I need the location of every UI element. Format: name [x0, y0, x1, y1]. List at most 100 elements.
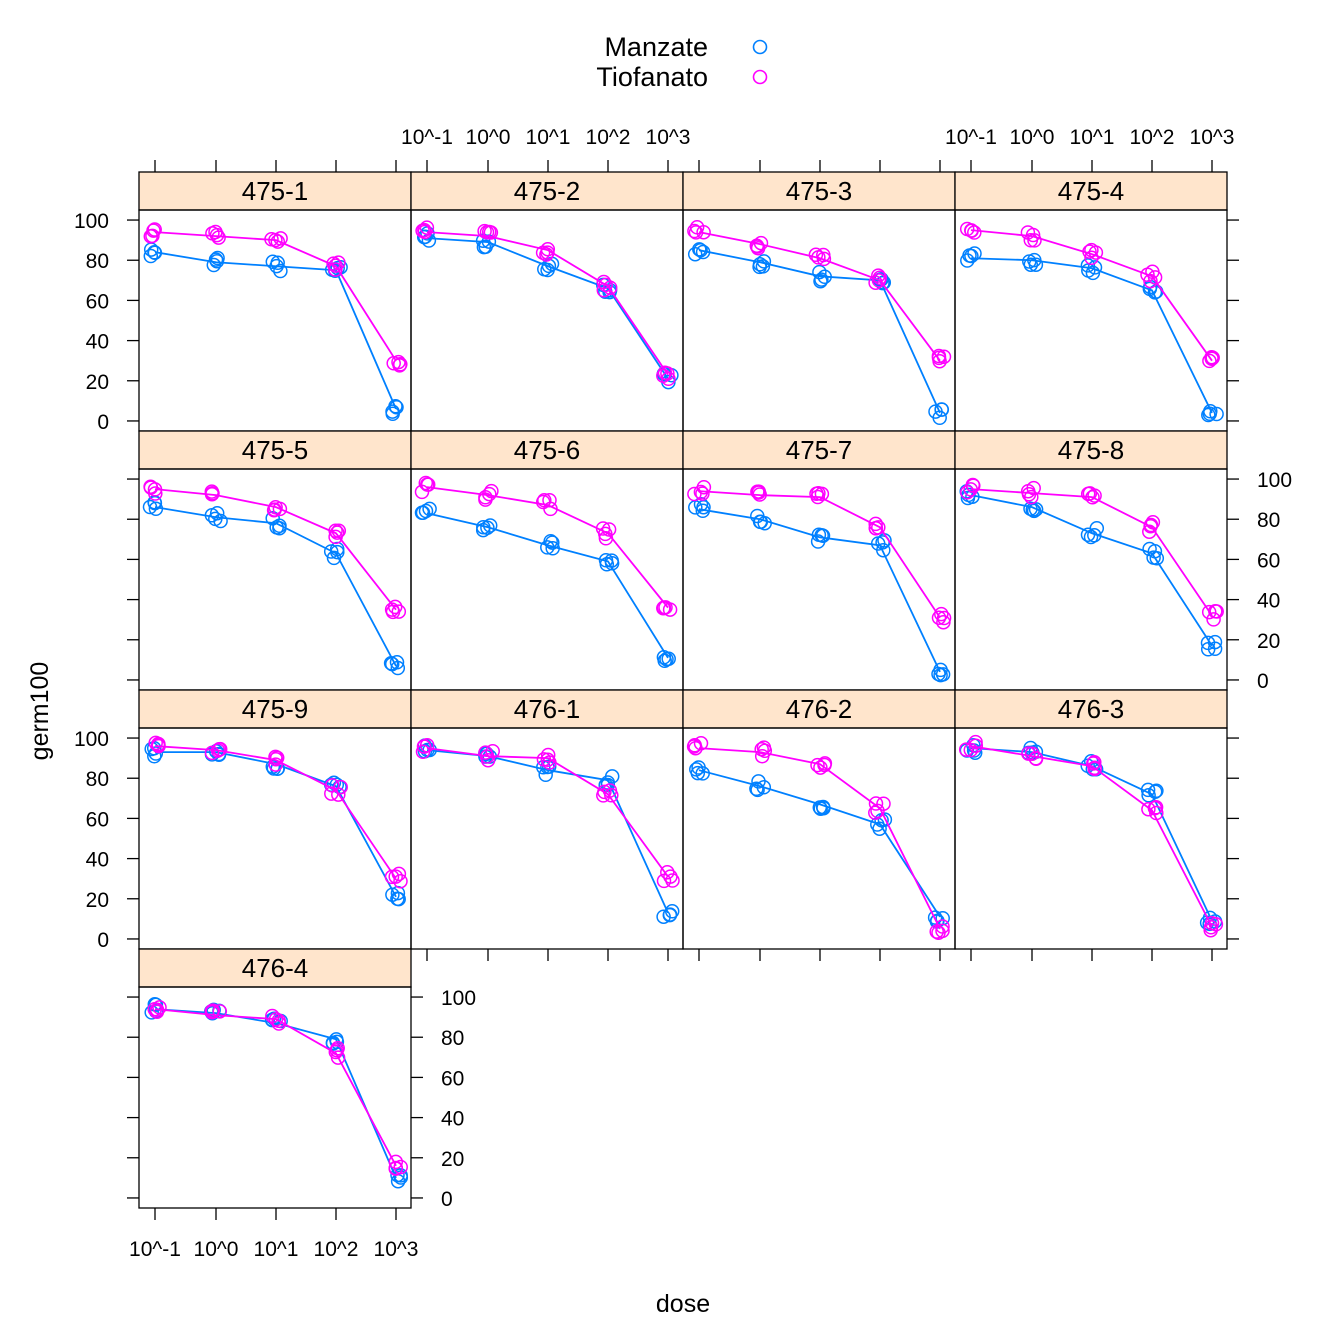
y-tick-label: 40	[1257, 590, 1280, 613]
data-point	[210, 743, 226, 758]
data-point	[539, 247, 554, 262]
data-point	[812, 264, 827, 280]
y-tick-label: 40	[86, 849, 109, 872]
strip	[138, 689, 412, 729]
data-point	[328, 262, 343, 277]
plot-frame	[138, 468, 412, 691]
data-point	[756, 254, 772, 269]
data-point	[329, 1042, 345, 1058]
data-point	[268, 751, 284, 767]
data-point	[751, 774, 766, 789]
panel-475-2: 475-2	[410, 171, 684, 432]
strip-label: 475-3	[786, 176, 853, 206]
series-line	[698, 490, 941, 619]
strip	[138, 171, 412, 211]
series-line	[698, 231, 941, 362]
data-point	[268, 757, 283, 772]
data-point	[696, 224, 711, 240]
data-point	[391, 891, 406, 907]
series-line	[970, 488, 1213, 617]
data-point	[604, 553, 619, 568]
data-point	[1143, 273, 1158, 289]
y-tick-label: 0	[1257, 670, 1269, 693]
data-point	[1204, 351, 1220, 367]
data-point	[814, 272, 829, 287]
data-point	[816, 251, 832, 267]
y-tick-label: 0	[441, 1188, 453, 1211]
strip-label: 476-1	[514, 694, 581, 724]
data-point	[596, 282, 612, 298]
data-point	[1209, 406, 1224, 422]
data-point	[868, 516, 883, 532]
panel-475-1: 475-1	[138, 171, 412, 432]
data-point	[960, 485, 975, 500]
data-point	[598, 531, 614, 546]
data-point	[545, 541, 560, 556]
data-point	[389, 399, 404, 415]
data-point	[688, 740, 703, 756]
data-point	[686, 739, 702, 754]
data-point	[331, 255, 346, 270]
data-point	[385, 404, 400, 419]
x-tick-label: 10^-1	[129, 1238, 181, 1261]
data-point	[269, 520, 284, 535]
y-tick-label: 100	[74, 728, 109, 751]
y-tick-label: 0	[97, 411, 109, 434]
x-tick-label: 10^2	[314, 1238, 359, 1261]
y-tick-label: 60	[441, 1067, 464, 1090]
data-point	[963, 742, 979, 758]
legend-label: Tiofanato	[596, 62, 708, 92]
series-line	[426, 512, 669, 659]
strip-label: 475-2	[514, 176, 581, 206]
data-point	[326, 256, 341, 271]
data-point	[1085, 265, 1101, 281]
data-point	[329, 1034, 345, 1050]
data-point	[1200, 642, 1216, 657]
y-tick-label: 0	[97, 929, 109, 952]
data-point	[540, 245, 555, 260]
series-line	[426, 237, 669, 380]
data-point	[1024, 489, 1039, 505]
data-point	[1145, 264, 1160, 280]
data-point	[537, 261, 552, 277]
data-point	[962, 248, 977, 263]
data-point	[418, 475, 434, 491]
data-point	[333, 779, 348, 795]
data-point	[958, 742, 974, 757]
data-point	[147, 245, 162, 260]
data-point	[932, 410, 947, 426]
data-point	[265, 254, 281, 270]
data-point	[210, 250, 225, 266]
y-tick-label: 60	[1257, 549, 1280, 572]
data-point	[147, 222, 162, 237]
data-point	[384, 869, 400, 885]
data-point	[868, 521, 884, 536]
series-line	[154, 1008, 397, 1179]
data-point	[391, 604, 407, 619]
data-point	[687, 486, 702, 502]
y-tick-label: 60	[86, 290, 109, 313]
data-point	[750, 782, 765, 798]
series-line	[970, 494, 1213, 647]
data-point	[393, 357, 408, 372]
data-point	[817, 757, 832, 773]
data-point	[1148, 800, 1164, 815]
y-tick-label: 80	[1257, 509, 1280, 532]
data-point	[1026, 503, 1042, 519]
data-point	[1085, 490, 1100, 505]
data-point	[814, 486, 830, 502]
data-point	[934, 606, 949, 622]
data-point	[1206, 612, 1221, 627]
data-point	[750, 508, 765, 524]
data-point	[811, 527, 827, 543]
data-point	[388, 1154, 404, 1170]
data-point	[479, 224, 495, 240]
data-point	[145, 228, 160, 244]
data-point	[1023, 257, 1039, 272]
data-point	[384, 656, 400, 672]
panel-475-9: 475-9	[138, 689, 412, 950]
data-point	[597, 784, 612, 800]
data-point	[817, 269, 832, 285]
data-point	[324, 778, 340, 793]
data-point	[535, 245, 551, 260]
